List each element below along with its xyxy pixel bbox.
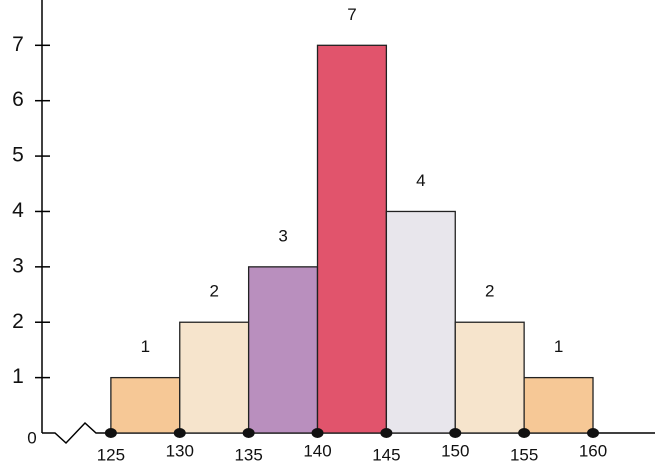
bar xyxy=(454,321,525,434)
x-tick-label: 140 xyxy=(303,441,331,460)
y-tick-label: 6 xyxy=(12,88,24,111)
x-tick-dot xyxy=(242,428,255,438)
x-tick-label: 125 xyxy=(97,445,125,464)
bar xyxy=(316,44,388,434)
x-tick-label: 130 xyxy=(166,441,194,460)
bar xyxy=(523,376,594,434)
x-tick-label: 150 xyxy=(441,441,469,460)
value-label: 1 xyxy=(141,337,150,356)
y-tick-label: 5 xyxy=(12,144,24,167)
y-tick-label: 4 xyxy=(12,199,24,222)
x-tick-dot xyxy=(380,428,393,438)
x-tick-label: 160 xyxy=(579,441,607,460)
y-tick-label: 3 xyxy=(12,254,24,277)
value-label: 2 xyxy=(485,282,494,301)
x-tick-label: 155 xyxy=(510,445,538,464)
x-tick-dot xyxy=(449,428,462,438)
x-tick-dot xyxy=(518,428,531,438)
x-tick-label: 145 xyxy=(372,445,400,464)
bar xyxy=(179,321,250,434)
bar xyxy=(110,376,181,434)
value-label: 2 xyxy=(209,282,218,301)
x-tick-dot xyxy=(173,428,186,438)
y-tick-label: 0 xyxy=(27,428,36,447)
y-tick-label: 2 xyxy=(12,310,24,333)
x-tick-dot xyxy=(311,428,324,438)
y-tick-label: 7 xyxy=(12,33,24,56)
x-tick-dot xyxy=(104,428,117,438)
y-tick-label: 1 xyxy=(12,365,24,388)
x-tick-dot xyxy=(587,428,600,438)
value-label: 1 xyxy=(554,337,563,356)
bar xyxy=(247,266,319,434)
bar xyxy=(385,210,456,434)
value-label: 7 xyxy=(347,5,356,24)
x-tick-label: 135 xyxy=(234,445,262,464)
value-label: 3 xyxy=(278,226,287,245)
value-label: 4 xyxy=(416,171,425,190)
